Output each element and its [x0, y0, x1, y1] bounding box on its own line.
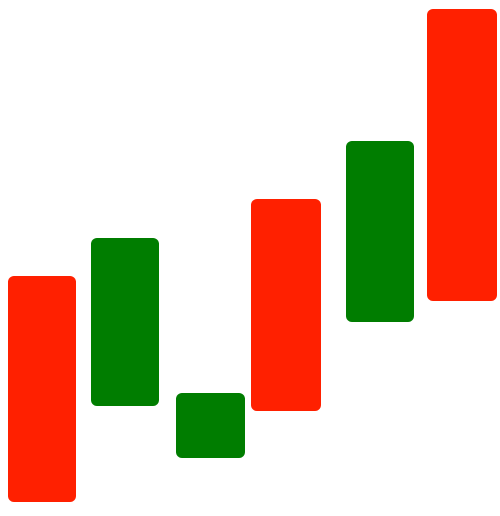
candle-3-green	[176, 393, 245, 458]
candle-4-red	[251, 199, 321, 411]
candle-2-green	[91, 238, 159, 406]
candle-5-green	[346, 141, 414, 322]
candle-6-red	[427, 9, 497, 301]
candle-1-red	[8, 276, 76, 502]
